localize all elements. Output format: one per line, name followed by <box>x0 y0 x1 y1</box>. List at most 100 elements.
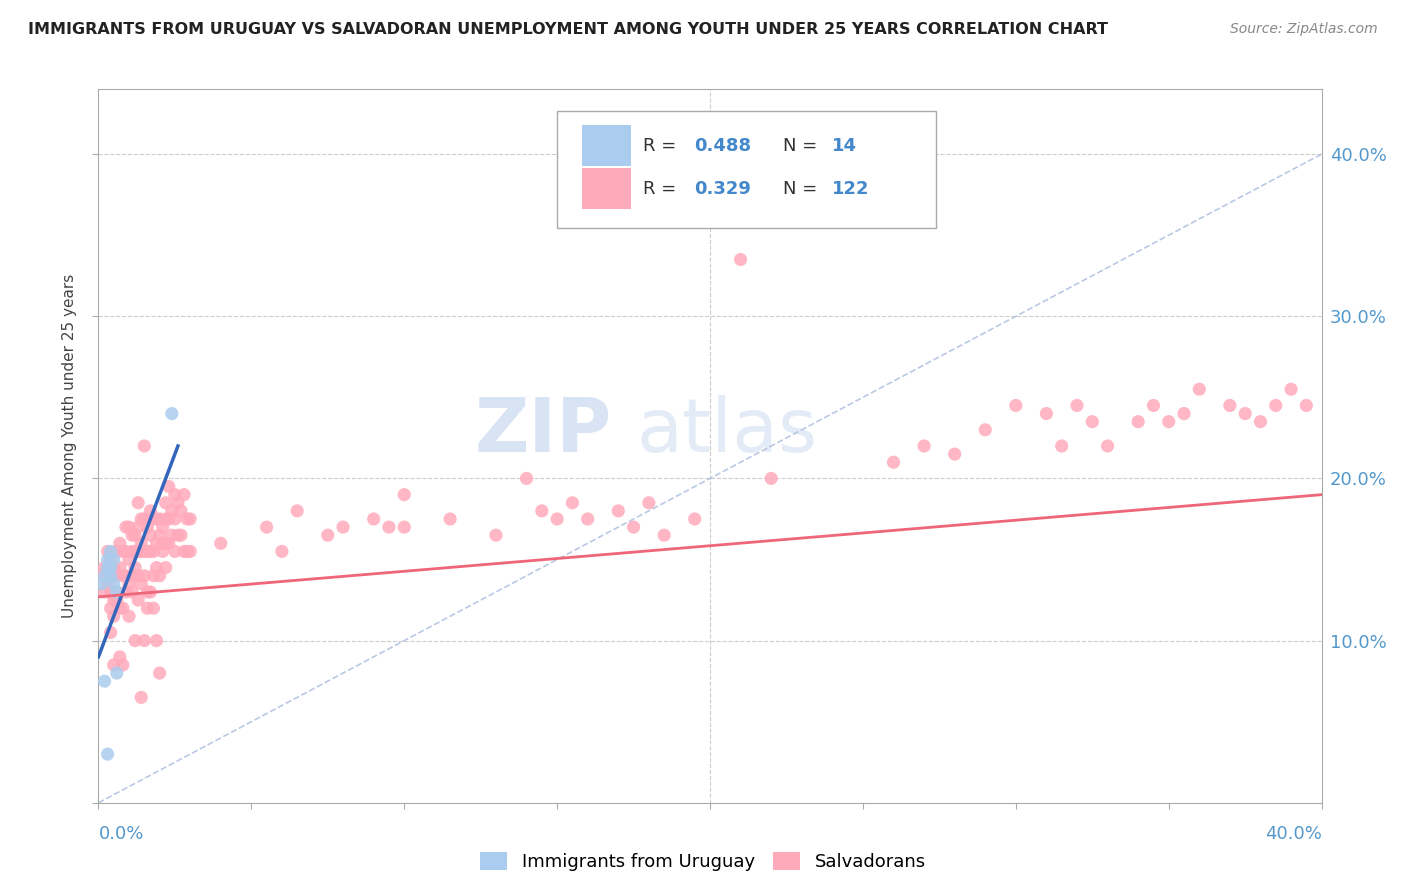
Point <box>155 536 177 550</box>
Point <box>155 512 177 526</box>
Point <box>1188 382 1211 396</box>
Point <box>129 577 152 591</box>
Point <box>108 536 131 550</box>
Point <box>256 520 278 534</box>
Point <box>974 423 997 437</box>
Point <box>439 512 461 526</box>
Point <box>145 512 167 526</box>
Point <box>1004 399 1026 413</box>
Point <box>392 488 416 502</box>
Point <box>157 479 180 493</box>
Point <box>134 633 156 648</box>
Point <box>124 560 146 574</box>
Point <box>149 528 172 542</box>
Point <box>139 528 162 542</box>
Point <box>163 488 186 502</box>
Point <box>285 504 308 518</box>
Point <box>127 520 149 534</box>
Text: 0.488: 0.488 <box>695 137 751 155</box>
Point <box>759 471 782 485</box>
Text: 0.329: 0.329 <box>695 180 751 198</box>
Text: ZIP: ZIP <box>475 395 612 468</box>
Point <box>943 447 966 461</box>
Y-axis label: Unemployment Among Youth under 25 years: Unemployment Among Youth under 25 years <box>62 274 77 618</box>
Point <box>152 544 174 558</box>
Point <box>134 512 156 526</box>
Point <box>363 512 385 526</box>
Text: 14: 14 <box>832 137 858 155</box>
Point <box>392 520 416 534</box>
Point <box>485 528 508 542</box>
Point <box>157 512 180 526</box>
Point <box>160 528 183 542</box>
Point <box>1157 415 1180 429</box>
Point <box>149 666 172 681</box>
Point <box>100 585 122 599</box>
Point <box>118 552 141 566</box>
Point <box>105 544 128 558</box>
Point <box>127 544 149 558</box>
Point <box>115 585 138 599</box>
Point <box>163 512 186 526</box>
Point <box>124 528 146 542</box>
Point <box>124 633 146 648</box>
Point <box>142 601 165 615</box>
Point <box>127 593 149 607</box>
Point <box>1050 439 1073 453</box>
Point <box>176 544 198 558</box>
Point <box>163 544 186 558</box>
Point <box>912 439 935 453</box>
Point <box>121 568 143 582</box>
Point <box>134 568 156 582</box>
Point <box>179 512 201 526</box>
Point <box>167 496 190 510</box>
Point <box>100 552 122 566</box>
Point <box>127 568 149 582</box>
Point <box>145 560 167 574</box>
Point <box>167 528 190 542</box>
Point <box>530 504 553 518</box>
Point <box>883 455 905 469</box>
Point <box>90 568 112 582</box>
Text: atlas: atlas <box>637 395 818 468</box>
Point <box>90 577 112 591</box>
Point <box>1035 407 1057 421</box>
Point <box>129 536 152 550</box>
FancyBboxPatch shape <box>557 111 936 228</box>
Point <box>1128 415 1150 429</box>
Point <box>637 496 661 510</box>
Point <box>157 536 180 550</box>
Point <box>173 488 195 502</box>
Point <box>378 520 401 534</box>
Point <box>118 609 141 624</box>
Point <box>100 560 122 574</box>
Text: 122: 122 <box>832 180 870 198</box>
Point <box>149 512 172 526</box>
Point <box>152 520 174 534</box>
Text: N =: N = <box>783 137 824 155</box>
Point <box>152 536 174 550</box>
Point <box>105 666 128 681</box>
Point <box>546 512 568 526</box>
Point <box>97 747 120 761</box>
Point <box>121 528 143 542</box>
Point <box>139 544 162 558</box>
Point <box>93 560 115 574</box>
Point <box>145 633 167 648</box>
Point <box>103 552 125 566</box>
Point <box>136 520 159 534</box>
Text: IMMIGRANTS FROM URUGUAY VS SALVADORAN UNEMPLOYMENT AMONG YOUTH UNDER 25 YEARS CO: IMMIGRANTS FROM URUGUAY VS SALVADORAN UN… <box>28 22 1108 37</box>
Text: R =: R = <box>643 137 682 155</box>
Point <box>108 601 131 615</box>
Point <box>111 544 134 558</box>
Point <box>1142 399 1164 413</box>
Point <box>1249 415 1271 429</box>
Point <box>607 504 630 518</box>
Point <box>93 674 115 689</box>
Point <box>103 593 125 607</box>
Point <box>97 577 120 591</box>
Point <box>160 407 183 421</box>
Point <box>118 577 141 591</box>
Point <box>173 544 195 558</box>
Point <box>332 520 354 534</box>
